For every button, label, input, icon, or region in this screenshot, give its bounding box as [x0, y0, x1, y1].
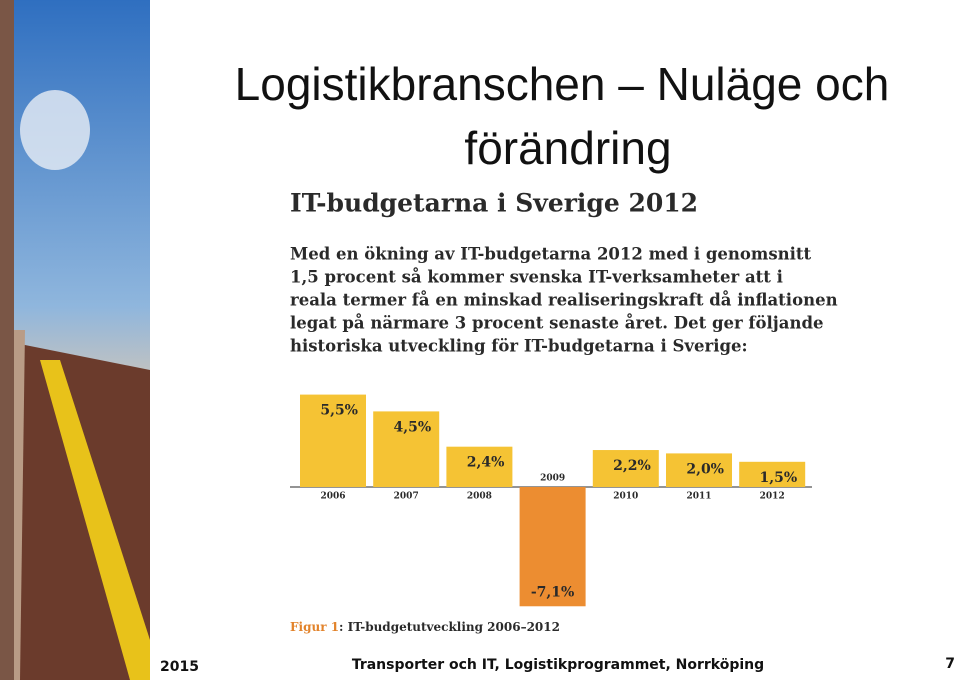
- x-tick-label: 2008: [467, 492, 492, 502]
- article-heading: IT-budgetarna i Sverige 2012: [290, 189, 698, 218]
- bar: [519, 487, 586, 607]
- bar: [300, 394, 366, 487]
- x-tick-label: 2009: [540, 474, 565, 484]
- slide-title: Logistikbranschen – Nuläge och: [235, 58, 890, 110]
- side-photo: [0, 0, 150, 680]
- body-line: reala termer få en minskad realiseringsk…: [290, 290, 838, 310]
- x-tick-label: 2011: [686, 492, 711, 502]
- bar: [373, 411, 440, 487]
- caption: Figur 1: IT-budgetutveckling 2006–2012: [290, 620, 560, 634]
- value-label: 4,5%: [394, 419, 432, 435]
- value-label: -7,1%: [531, 584, 574, 600]
- footer-year: 2015: [160, 659, 199, 675]
- body-line: 1,5 procent så kommer svenska IT-verksam…: [290, 267, 783, 287]
- bar: [739, 461, 806, 487]
- bar: [592, 450, 659, 487]
- x-tick-label: 2012: [760, 492, 785, 502]
- value-label: 5,5%: [320, 403, 358, 419]
- value-label: 2,2%: [613, 458, 651, 474]
- bar: [446, 446, 513, 487]
- article-body: Med en ökning av IT-budgetarna 2012 med …: [290, 245, 838, 356]
- page-number: 7: [945, 656, 955, 672]
- x-tick-label: 2007: [394, 492, 419, 502]
- caption-label: Figur 1: [290, 620, 339, 634]
- caption-text: : IT-budgetutveckling 2006–2012: [339, 620, 560, 634]
- bar: [666, 453, 732, 487]
- value-label: 2,0%: [686, 461, 724, 477]
- slide-title: förändring: [464, 122, 671, 174]
- footer-center: Transporter och IT, Logistikprogrammet, …: [352, 657, 764, 673]
- body-line: Med en ökning av IT-budgetarna 2012 med …: [290, 245, 812, 264]
- body-line: historiska utveckling för IT-budgetarna …: [290, 337, 748, 356]
- x-tick-label: 2010: [613, 492, 638, 502]
- value-label: 1,5%: [760, 470, 798, 486]
- value-label: 2,4%: [467, 455, 505, 471]
- body-line: legat på närmare 3 procent senaste året.…: [290, 313, 824, 333]
- bars: 5,5% 2006 4,5% 2007 2,4% 2008 -7,1% 2009 2,2% 201…: [300, 394, 806, 607]
- x-tick-label: 2006: [320, 492, 345, 502]
